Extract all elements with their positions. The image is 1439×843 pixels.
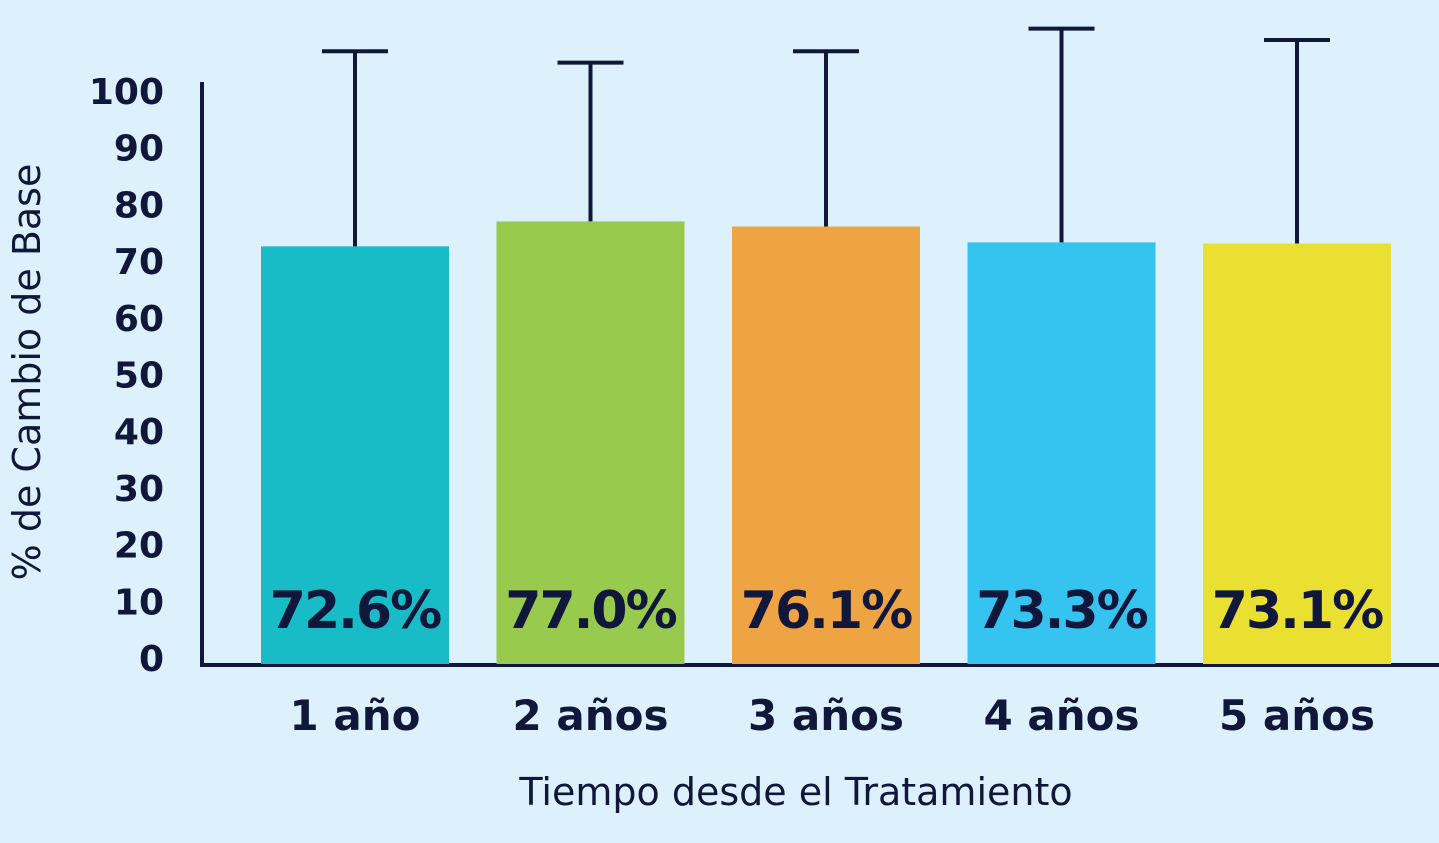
y-tick-label: 20 [114, 526, 164, 567]
category-label: 2 años [513, 691, 669, 740]
value-label: 76.1% [741, 581, 912, 641]
y-tick-label: 80 [114, 185, 164, 226]
y-tick-label: 0 [139, 639, 164, 680]
bar [732, 226, 920, 664]
bar [967, 242, 1156, 664]
bar [261, 246, 449, 664]
y-tick-label: 40 [114, 412, 164, 453]
y-axis-title: % de Cambio de Base [5, 164, 49, 581]
category-label: 3 años [748, 691, 904, 740]
category-label: 1 año [290, 691, 421, 740]
category-label: 4 años [984, 691, 1140, 740]
y-tick-labels: 0 10 20 30 40 50 60 70 80 90 100 [89, 72, 164, 680]
bar [1203, 243, 1391, 664]
y-tick-label: 70 [114, 242, 164, 283]
y-tick-label: 90 [114, 129, 164, 170]
value-label: 73.1% [1212, 581, 1383, 641]
value-label: 73.3% [976, 581, 1147, 641]
bars [261, 221, 1391, 664]
value-label: 72.6% [270, 581, 441, 641]
y-tick-label: 10 [114, 582, 164, 623]
category-labels: 1 año 2 años 3 años 4 años 5 años [290, 691, 1375, 740]
y-tick-label: 100 [89, 72, 164, 113]
value-label: 77.0% [505, 581, 676, 641]
y-tick-label: 60 [114, 299, 164, 340]
y-tick-label: 30 [114, 469, 164, 510]
category-label: 5 años [1219, 691, 1375, 740]
bar [496, 221, 685, 664]
error-bars [322, 26, 1330, 247]
x-axis-title: Tiempo desde el Tratamiento [518, 770, 1072, 814]
value-labels: 72.6% 77.0% 76.1% 73.3% 73.1% [270, 581, 1385, 641]
y-tick-label: 50 [114, 356, 164, 397]
